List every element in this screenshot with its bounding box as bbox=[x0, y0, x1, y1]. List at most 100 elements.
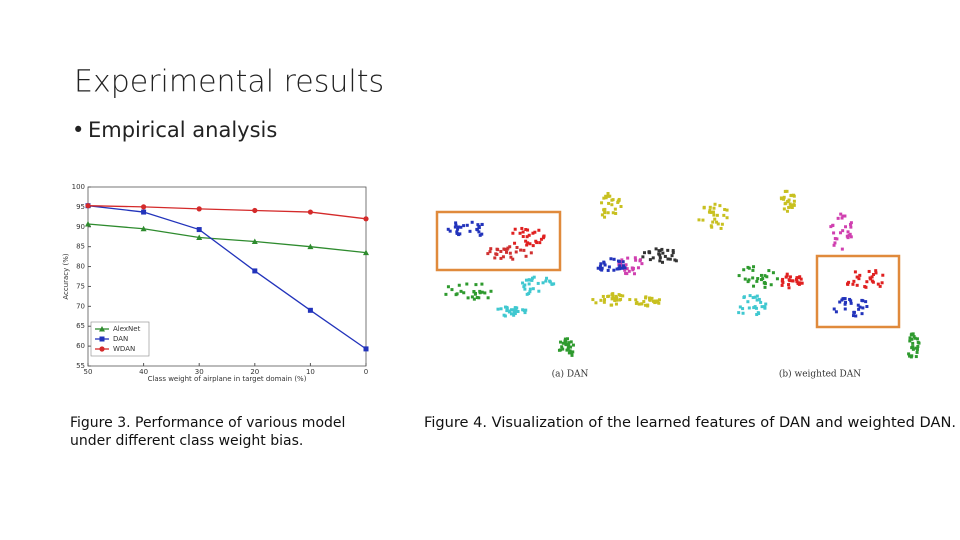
feature-dot bbox=[642, 300, 646, 304]
feature-dot bbox=[462, 224, 466, 228]
feature-dot bbox=[874, 269, 878, 273]
feature-dot bbox=[671, 251, 675, 255]
feature-dot bbox=[746, 265, 750, 269]
feature-dot bbox=[852, 279, 856, 283]
x-tick-label: 50 bbox=[84, 368, 93, 376]
feature-dot bbox=[792, 199, 796, 203]
feature-dot bbox=[876, 282, 880, 286]
feature-dot bbox=[786, 200, 790, 204]
legend-label: AlexNet bbox=[113, 325, 141, 333]
feature-dot bbox=[648, 258, 652, 262]
feature-dot bbox=[633, 256, 637, 260]
feature-dot bbox=[475, 228, 479, 232]
feature-dot bbox=[513, 227, 517, 231]
feature-dot bbox=[908, 339, 912, 343]
feature-dot bbox=[784, 201, 788, 205]
feature-dot bbox=[751, 268, 755, 272]
feature-dot bbox=[651, 256, 655, 260]
y-tick-label: 60 bbox=[76, 342, 85, 350]
feature-dot bbox=[502, 247, 506, 251]
feature-dot bbox=[723, 208, 727, 212]
feature-dot bbox=[737, 311, 741, 315]
feature-dot bbox=[512, 311, 516, 315]
feature-dot bbox=[787, 205, 791, 209]
feature-dot bbox=[833, 241, 837, 245]
feature-dot bbox=[755, 313, 759, 317]
feature-dot bbox=[450, 288, 454, 292]
feature-dot bbox=[571, 350, 575, 354]
feature-dot bbox=[609, 257, 613, 261]
feature-dot bbox=[836, 216, 840, 220]
feature-dot bbox=[530, 276, 534, 280]
feature-dot bbox=[611, 211, 615, 215]
feature-dot bbox=[851, 314, 855, 318]
feature-dot bbox=[532, 275, 536, 279]
feature-dot bbox=[600, 268, 604, 272]
feature-dot bbox=[531, 287, 535, 291]
feature-dot bbox=[617, 197, 621, 201]
feature-dot bbox=[502, 313, 506, 317]
feature-dot bbox=[857, 277, 861, 281]
feature-dot bbox=[847, 280, 851, 284]
feature-dot bbox=[741, 307, 745, 311]
feature-dot bbox=[627, 269, 631, 273]
feature-dot bbox=[843, 307, 847, 311]
feature-dot bbox=[454, 221, 458, 225]
feature-dot bbox=[782, 195, 786, 199]
feature-dot bbox=[788, 279, 792, 283]
feature-dot bbox=[863, 285, 867, 289]
feature-dot bbox=[650, 296, 654, 300]
y-tick-label: 90 bbox=[76, 223, 85, 231]
feature-dot bbox=[913, 336, 917, 340]
feature-dot bbox=[499, 307, 503, 311]
feature-dot bbox=[611, 198, 615, 202]
feature-dot bbox=[603, 207, 607, 211]
feature-dot bbox=[568, 349, 572, 353]
feature-dot bbox=[488, 250, 492, 254]
feature-dot bbox=[652, 299, 656, 303]
feature-dot bbox=[477, 296, 481, 300]
feature-dot bbox=[844, 300, 848, 304]
feature-dot bbox=[611, 294, 615, 298]
feature-dot bbox=[459, 289, 463, 293]
x-tick-label: 30 bbox=[195, 368, 204, 376]
feature-dot bbox=[709, 210, 713, 214]
feature-dot bbox=[781, 277, 785, 281]
feature-dot bbox=[560, 345, 564, 349]
feature-dot bbox=[516, 310, 520, 314]
feature-dot bbox=[541, 281, 545, 285]
feature-dot bbox=[795, 276, 799, 280]
feature-dot bbox=[617, 260, 621, 264]
feature-dot bbox=[444, 292, 448, 296]
feature-dot bbox=[611, 292, 615, 296]
marker bbox=[85, 220, 91, 227]
feature-dot bbox=[531, 231, 535, 235]
feature-dot bbox=[854, 314, 858, 318]
feature-dot bbox=[654, 300, 658, 304]
feature-dot bbox=[501, 255, 505, 259]
feature-dot bbox=[642, 251, 646, 255]
feature-dot bbox=[737, 274, 741, 278]
feature-dot bbox=[860, 312, 864, 316]
feature-dot bbox=[505, 307, 509, 311]
feature-dot bbox=[620, 258, 624, 262]
feature-dot bbox=[505, 309, 509, 313]
feature-dot bbox=[910, 332, 914, 336]
feature-dot bbox=[606, 211, 610, 215]
feature-dot bbox=[523, 311, 527, 315]
feature-dot bbox=[670, 254, 674, 258]
feature-dot bbox=[631, 266, 635, 270]
feature-dot bbox=[598, 264, 602, 268]
feature-dot bbox=[552, 282, 556, 286]
feature-dot bbox=[472, 290, 476, 294]
feature-dot bbox=[480, 232, 484, 236]
feature-dot bbox=[829, 225, 833, 229]
feature-dot bbox=[506, 246, 510, 250]
feature-dot bbox=[763, 274, 767, 278]
feature-dot bbox=[541, 236, 545, 240]
marker bbox=[252, 268, 258, 274]
feature-dot bbox=[720, 222, 724, 226]
feature-dot bbox=[849, 235, 853, 239]
feature-dot bbox=[916, 340, 920, 344]
feature-dot bbox=[537, 289, 541, 293]
